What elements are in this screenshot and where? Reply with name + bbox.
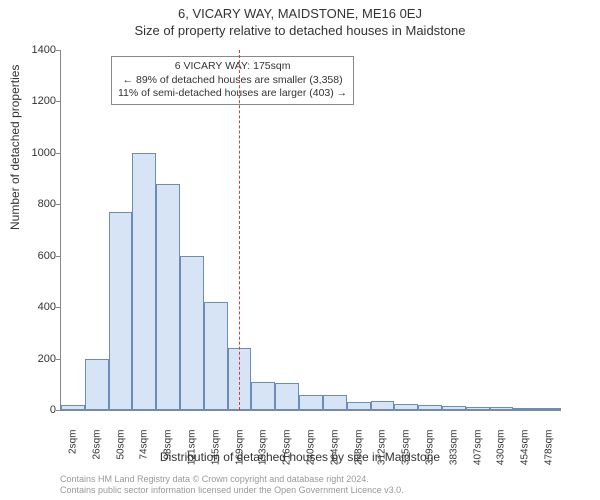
y-tick-mark: [56, 359, 61, 360]
chart-annotation: 6 VICARY WAY: 175sqm ← 89% of detached h…: [111, 56, 354, 105]
histogram-bar: [156, 184, 180, 410]
y-tick-mark: [56, 307, 61, 308]
y-tick-mark: [56, 50, 61, 51]
footer-text: Contains HM Land Registry data © Crown c…: [60, 474, 404, 496]
histogram-bar: [323, 395, 347, 410]
y-tick-label: 1400: [21, 44, 56, 56]
histogram-bar: [537, 408, 561, 410]
y-tick-mark: [56, 204, 61, 205]
histogram-bar: [85, 359, 109, 410]
histogram-bar: [228, 348, 252, 410]
marker-line: [239, 50, 240, 410]
y-tick-label: 800: [21, 198, 56, 210]
y-tick-label: 200: [21, 353, 56, 365]
histogram-bar: [251, 382, 275, 410]
histogram-bar: [299, 395, 323, 410]
histogram-bar: [204, 302, 228, 410]
footer-line2: Contains public sector information licen…: [60, 485, 404, 496]
histogram-bar: [61, 405, 85, 410]
y-tick-label: 600: [21, 250, 56, 262]
histogram-bar: [347, 402, 371, 410]
y-tick-mark: [56, 410, 61, 411]
histogram-bar: [180, 256, 204, 410]
chart-area: 6 VICARY WAY: 175sqm ← 89% of detached h…: [60, 50, 561, 411]
y-tick-label: 400: [21, 301, 56, 313]
histogram-bar: [371, 401, 395, 410]
annotation-line3: 11% of semi-detached houses are larger (…: [118, 87, 347, 101]
y-tick-mark: [56, 101, 61, 102]
footer-line1: Contains HM Land Registry data © Crown c…: [60, 474, 404, 485]
x-axis-label: Distribution of detached houses by size …: [0, 450, 600, 464]
histogram-bar: [418, 405, 442, 410]
page-title-line1: 6, VICARY WAY, MAIDSTONE, ME16 0EJ: [0, 0, 600, 21]
histogram-bar: [394, 404, 418, 410]
histogram-bar: [490, 407, 514, 410]
histogram-bar: [513, 408, 537, 410]
annotation-line1: 6 VICARY WAY: 175sqm: [118, 60, 347, 74]
histogram-bar: [275, 383, 299, 410]
histogram-bar: [466, 407, 490, 410]
page-title-line2: Size of property relative to detached ho…: [0, 21, 600, 38]
y-tick-label: 1200: [21, 95, 56, 107]
histogram-bar: [132, 153, 156, 410]
y-tick-mark: [56, 153, 61, 154]
y-axis-label: Number of detached properties: [8, 65, 22, 230]
histogram-bar: [109, 212, 133, 410]
y-tick-mark: [56, 256, 61, 257]
histogram-bar: [442, 406, 466, 410]
y-tick-label: 0: [21, 404, 56, 416]
y-tick-label: 1000: [21, 147, 56, 159]
annotation-line2: ← 89% of detached houses are smaller (3,…: [118, 74, 347, 88]
